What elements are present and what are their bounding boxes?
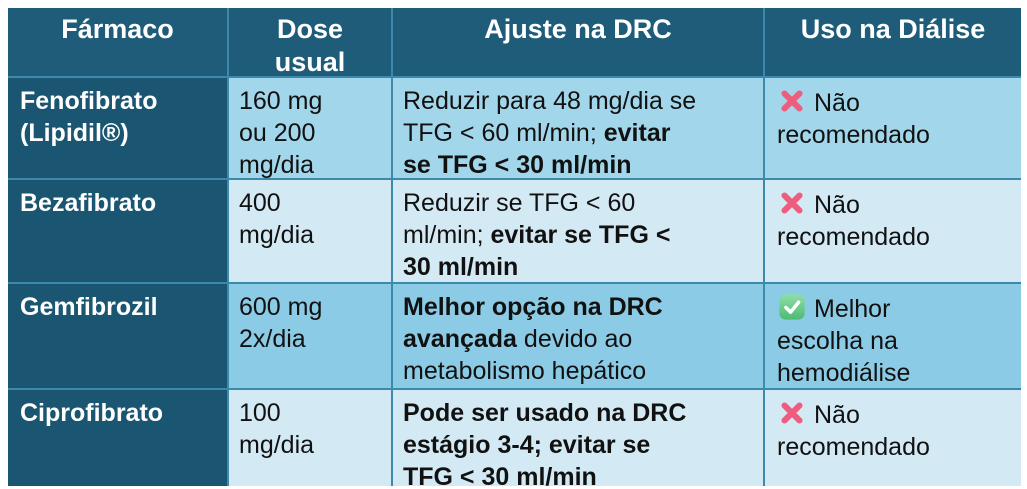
column-header-dose-usual: Dose usual: [229, 8, 391, 77]
ajuste-cell-gemfibrozil: Melhor opção na DRC avançada devido ao m…: [393, 284, 763, 388]
drug-dosing-table: Fármaco Dose usual Ajuste na DRC Uso na …: [8, 8, 1021, 489]
dialise-cell-fenofibrato: Não recomendado: [765, 78, 1021, 178]
drug-name-bezafibrato: Bezafibrato: [8, 180, 227, 282]
ajuste-cell-bezafibrato: Reduzir se TFG < 60 ml/min; evitar se TF…: [393, 180, 763, 282]
dose-cell-bezafibrato: 400 mg/dia: [229, 180, 391, 282]
column-header-farmaco: Fármaco: [8, 8, 227, 76]
dose-cell-ciprofibrato: 100 mg/dia: [229, 390, 391, 486]
cross-mark-icon: [777, 398, 807, 432]
drug-name-fenofibrato: Fenofibrato (Lipidil®): [8, 78, 227, 178]
column-header-uso-dialise: Uso na Diálise: [765, 8, 1021, 76]
column-header-ajuste-drc: Ajuste na DRC: [393, 8, 763, 76]
dose-cell-gemfibrozil: 600 mg 2x/dia: [229, 284, 391, 388]
ajuste-cell-ciprofibrato: Pode ser usado na DRC estágio 3-4; evita…: [393, 390, 763, 489]
drug-name-ciprofibrato: Ciprofibrato: [8, 390, 227, 486]
drug-name-gemfibrozil: Gemfibrozil: [8, 284, 227, 388]
cross-mark-icon: [777, 86, 807, 120]
dialise-text: Melhor escolha na hemodiálise: [777, 295, 911, 387]
ajuste-cell-fenofibrato: Reduzir para 48 mg/dia se TFG < 60 ml/mi…: [393, 78, 763, 179]
dose-cell-fenofibrato: 160 mg ou 200 mg/dia: [229, 78, 391, 179]
dialise-text: Não recomendado: [777, 89, 930, 149]
dialise-cell-bezafibrato: Não recomendado: [765, 180, 1021, 282]
dialise-text: Não recomendado: [777, 191, 930, 251]
dialise-cell-gemfibrozil: Melhor escolha na hemodiálise: [765, 284, 1021, 388]
check-mark-icon: [777, 292, 807, 326]
cross-mark-icon: [777, 188, 807, 222]
dialise-text: Não recomendado: [777, 401, 930, 461]
dialise-cell-ciprofibrato: Não recomendado: [765, 390, 1021, 486]
